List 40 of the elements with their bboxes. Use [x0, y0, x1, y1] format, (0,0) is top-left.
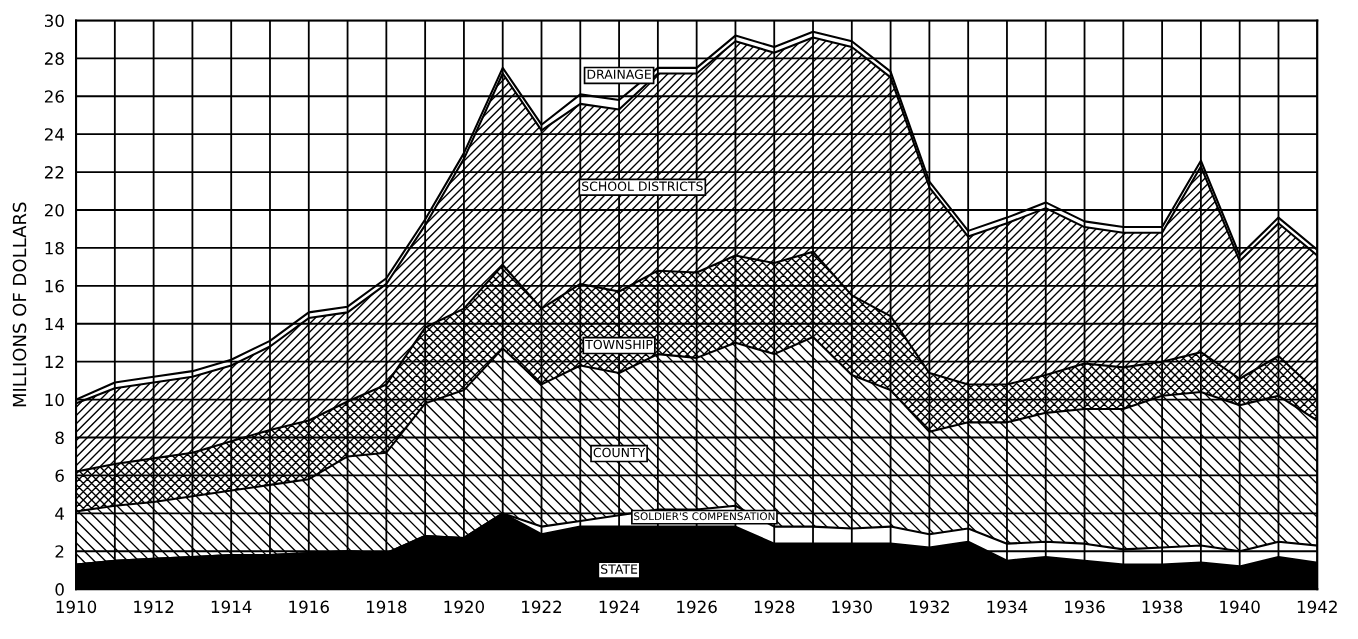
x-tick-label: 1916 [289, 600, 329, 614]
y-tick-label: 26 [44, 90, 64, 103]
x-tick-label: 1936 [1065, 600, 1105, 614]
y-tick-label: 10 [45, 393, 64, 407]
x-tick-label: 1930 [832, 600, 872, 614]
y-tick-label: 6 [55, 469, 64, 482]
y-tick-label: 16 [45, 279, 64, 293]
x-tick-label: 1928 [754, 600, 795, 614]
x-tick-label: 1918 [366, 600, 407, 614]
y-tick-label: 18 [45, 241, 64, 255]
series-label: DRAINAGE [587, 69, 651, 80]
x-tick-label: 1926 [677, 600, 717, 614]
x-tick-label: 1920 [444, 600, 485, 614]
x-tick-label: 1922 [522, 600, 562, 614]
x-tick-label: 1924 [599, 600, 640, 614]
y-tick-label: 30 [45, 14, 64, 28]
y-tick-label: 0 [55, 583, 64, 596]
y-tick-label: 14 [45, 317, 64, 331]
y-tick-label: 24 [44, 128, 64, 141]
series-label: COUNTY [593, 447, 646, 458]
x-tick-label: 1914 [211, 600, 252, 614]
series-label: SCHOOL DISTRICTS [582, 181, 703, 191]
x-tick-label: 1910 [56, 600, 97, 614]
series-label: STATE [601, 564, 638, 574]
y-tick-label: 22 [44, 166, 64, 179]
y-axis-title: MILLIONS OF DOLLARS [12, 202, 27, 407]
x-tick-label: 1938 [1142, 600, 1183, 614]
x-tick-label: 1942 [1297, 600, 1337, 614]
series-label: SOLDIER'S COMPENSATION [634, 512, 775, 521]
y-tick-label: 8 [55, 431, 64, 445]
y-tick-label: 4 [55, 507, 64, 520]
series-label: TOWNSHIP [585, 339, 653, 350]
y-tick-label: 2 [55, 545, 64, 558]
x-tick-label: 1934 [987, 600, 1028, 614]
y-tick-label: 20 [44, 203, 64, 217]
x-tick-label: 1912 [134, 600, 174, 614]
y-tick-label: 12 [45, 355, 64, 369]
y-tick-label: 28 [44, 52, 64, 65]
x-tick-label: 1940 [1220, 600, 1260, 614]
x-tick-label: 1932 [910, 600, 949, 614]
